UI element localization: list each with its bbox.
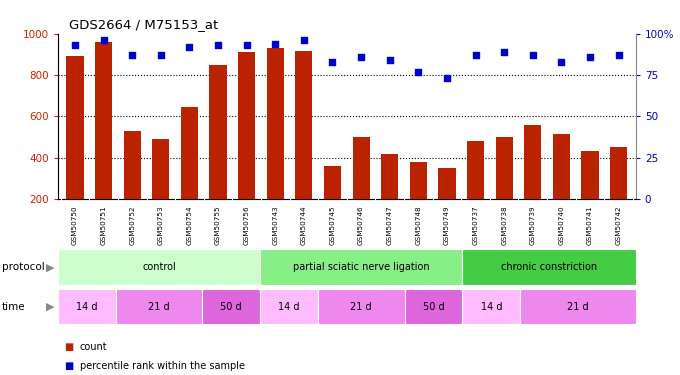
Point <box>556 59 567 65</box>
Text: GSM50741: GSM50741 <box>587 206 593 245</box>
Point <box>299 38 309 44</box>
Text: GSM50738: GSM50738 <box>501 206 507 245</box>
Bar <box>352 137 370 199</box>
Bar <box>462 249 636 285</box>
Point <box>270 40 281 46</box>
Text: ▶: ▶ <box>46 262 54 272</box>
Text: 50 d: 50 d <box>423 302 444 312</box>
Bar <box>405 289 462 324</box>
Point <box>184 44 195 50</box>
Bar <box>181 107 198 199</box>
Point <box>384 57 395 63</box>
Point <box>498 49 509 55</box>
Text: 50 d: 50 d <box>220 302 242 312</box>
Text: chronic constriction: chronic constriction <box>501 262 597 272</box>
Point <box>213 42 224 48</box>
Text: GSM50748: GSM50748 <box>415 206 422 245</box>
Text: time: time <box>2 302 26 312</box>
Bar <box>467 141 484 199</box>
Text: GSM50746: GSM50746 <box>358 206 364 245</box>
Bar <box>581 151 598 199</box>
Text: 21 d: 21 d <box>350 302 372 312</box>
Text: GSM50753: GSM50753 <box>158 206 164 245</box>
Bar <box>116 289 203 324</box>
Point <box>69 42 80 48</box>
Text: GSM50743: GSM50743 <box>272 206 278 245</box>
Text: protocol: protocol <box>2 262 45 272</box>
Point <box>155 52 166 58</box>
Text: GDS2664 / M75153_at: GDS2664 / M75153_at <box>69 18 218 31</box>
Bar <box>520 289 636 324</box>
Point <box>327 59 338 65</box>
Bar <box>260 289 318 324</box>
Bar <box>410 162 427 199</box>
Text: ▶: ▶ <box>46 302 54 312</box>
Text: GSM50751: GSM50751 <box>101 206 107 245</box>
Text: percentile rank within the sample: percentile rank within the sample <box>80 361 245 370</box>
Point <box>528 52 539 58</box>
Bar <box>381 154 398 199</box>
Point <box>98 38 109 44</box>
Text: GSM50755: GSM50755 <box>215 206 221 245</box>
Text: GSM50744: GSM50744 <box>301 206 307 245</box>
Bar <box>203 289 260 324</box>
Text: 21 d: 21 d <box>567 302 589 312</box>
Bar <box>524 124 541 199</box>
Bar <box>318 289 405 324</box>
Text: ■: ■ <box>65 361 74 370</box>
Point <box>441 75 452 81</box>
Bar <box>439 168 456 199</box>
Bar <box>67 57 84 199</box>
Text: GSM50750: GSM50750 <box>72 206 78 245</box>
Text: ■: ■ <box>65 342 74 352</box>
Point <box>241 42 252 48</box>
Bar <box>295 51 313 199</box>
Bar <box>553 134 570 199</box>
Text: GSM50742: GSM50742 <box>615 206 622 245</box>
Text: count: count <box>80 342 107 352</box>
Text: GSM50752: GSM50752 <box>129 206 135 245</box>
Text: GSM50756: GSM50756 <box>243 206 250 245</box>
Bar <box>496 137 513 199</box>
Text: 14 d: 14 d <box>481 302 502 312</box>
Bar <box>267 48 284 199</box>
Point <box>356 54 367 60</box>
Text: GSM50747: GSM50747 <box>387 206 393 245</box>
Text: control: control <box>142 262 176 272</box>
Bar <box>58 289 116 324</box>
Bar <box>260 249 462 285</box>
Text: 14 d: 14 d <box>76 302 97 312</box>
Bar <box>462 289 520 324</box>
Point <box>470 52 481 58</box>
Point <box>585 54 596 60</box>
Bar <box>124 131 141 199</box>
Text: GSM50737: GSM50737 <box>473 206 479 245</box>
Text: partial sciatic nerve ligation: partial sciatic nerve ligation <box>293 262 430 272</box>
Text: GSM50739: GSM50739 <box>530 206 536 245</box>
Point <box>613 52 624 58</box>
Text: GSM50754: GSM50754 <box>186 206 192 245</box>
Text: GSM50745: GSM50745 <box>330 206 335 245</box>
Bar <box>209 65 226 199</box>
Text: GSM50749: GSM50749 <box>444 206 450 245</box>
Text: GSM50740: GSM50740 <box>558 206 564 245</box>
Point <box>126 52 137 58</box>
Point <box>413 69 424 75</box>
Bar <box>610 147 627 199</box>
Text: 14 d: 14 d <box>278 302 300 312</box>
Bar <box>238 53 255 199</box>
Bar <box>324 166 341 199</box>
Text: 21 d: 21 d <box>148 302 170 312</box>
Bar <box>95 42 112 199</box>
Bar <box>152 139 169 199</box>
Bar <box>58 249 260 285</box>
